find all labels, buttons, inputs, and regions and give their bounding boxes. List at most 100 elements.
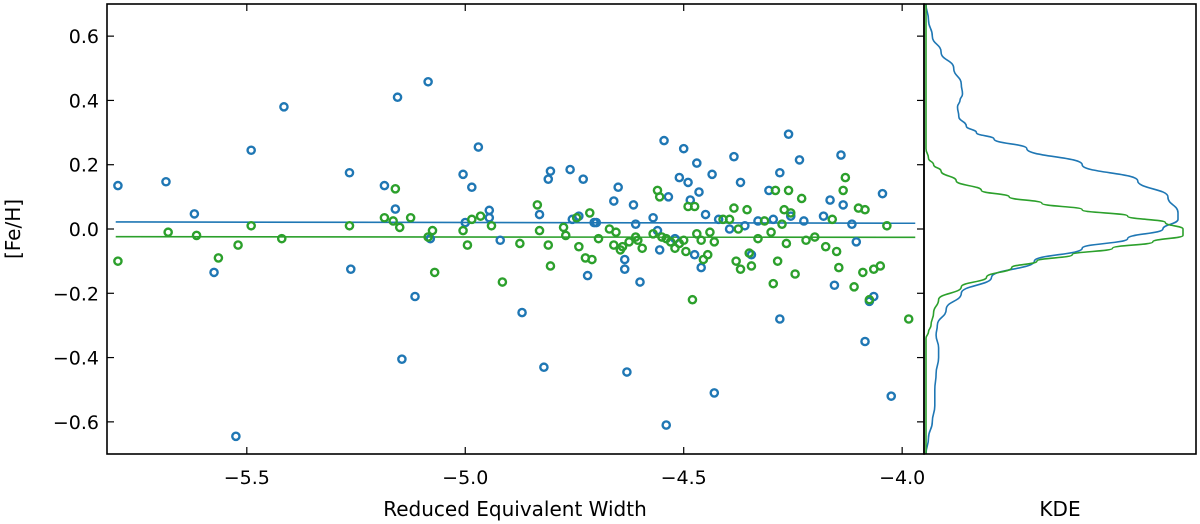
y-tick-label: −0.6 (53, 412, 99, 434)
blue-point (799, 216, 809, 226)
green-point (785, 208, 796, 218)
green-point (702, 249, 713, 260)
blue-point (678, 143, 689, 154)
green-point (587, 254, 597, 265)
scatter-panel: −5.5 −5.0 −4.5 −4.0 0.6 0.4 0.2 0.0 −0.2 −0.4 −0.6 (53, 3, 925, 489)
blue-point (829, 280, 840, 291)
blue-point (663, 192, 674, 202)
green-point (696, 235, 706, 246)
green-point (388, 216, 398, 226)
green-point (777, 219, 787, 229)
blue-point (724, 224, 735, 234)
green-point (637, 243, 648, 254)
green-point (545, 261, 556, 271)
blue-point (775, 167, 785, 178)
blue-point (729, 151, 739, 162)
blue-point (495, 235, 506, 246)
green-point (574, 241, 584, 252)
blue-point (661, 420, 672, 430)
green-point (796, 193, 807, 204)
y-tick-label: −0.4 (53, 348, 99, 370)
green-point (801, 235, 811, 246)
blue-point (613, 182, 623, 193)
kde-frame (923, 3, 1197, 455)
green-point (759, 216, 770, 226)
green-point (113, 256, 123, 266)
blue-point (231, 431, 241, 442)
green-point (532, 200, 543, 210)
x-tick-label: −4.0 (879, 467, 925, 489)
green-point (768, 278, 779, 289)
blue-point (700, 209, 711, 220)
blue-point (886, 391, 897, 401)
blue-point (628, 200, 639, 210)
green-point (405, 212, 416, 223)
green-point (753, 233, 763, 244)
blue-point (825, 195, 835, 205)
green-point (882, 220, 892, 231)
green-point (783, 185, 794, 196)
green-point (497, 277, 508, 287)
y-tick-label: 0.0 (69, 219, 99, 241)
green-point (731, 256, 741, 266)
green-point (746, 261, 757, 271)
blue-point (694, 187, 704, 197)
blue-point (484, 205, 495, 216)
y-tick-label: 0.6 (69, 26, 99, 48)
blue-point (344, 167, 355, 178)
green-point (475, 211, 486, 221)
blue-point (851, 237, 862, 247)
blue-point (619, 254, 630, 265)
blue-point (707, 169, 717, 180)
green-point (609, 240, 619, 250)
green-point (790, 269, 800, 279)
blue-point (473, 142, 484, 152)
green-point (163, 227, 173, 238)
blue-point (659, 135, 669, 146)
scatter-points (113, 76, 914, 442)
green-kde-curve (925, 4, 1184, 454)
green-point (709, 237, 720, 247)
green-point (571, 212, 582, 223)
blue-point (534, 209, 545, 220)
green-point (770, 185, 781, 196)
green-point (903, 314, 914, 324)
green-point (858, 267, 868, 278)
blue-point (838, 200, 848, 210)
blue-point (683, 177, 693, 188)
green-fit-line (115, 235, 916, 239)
blue-point (423, 76, 433, 87)
green-point (486, 220, 497, 231)
blue-point (397, 354, 407, 364)
blue-point (877, 188, 888, 199)
blue-point (674, 172, 685, 183)
green-point (467, 214, 477, 225)
blue-point (783, 129, 794, 139)
blue-point (565, 164, 575, 175)
green-point (633, 235, 643, 246)
green-point (543, 240, 554, 250)
blue-point (609, 196, 619, 206)
blue-point (517, 307, 527, 318)
blue-point (768, 214, 779, 225)
green-point (515, 238, 525, 249)
green-point (429, 267, 440, 278)
blue-point (775, 314, 785, 324)
green-point (729, 203, 739, 213)
green-point (689, 201, 700, 212)
y-tick-label: −0.2 (53, 283, 99, 305)
blue-point (709, 388, 720, 398)
blue-point (619, 264, 630, 274)
blue-point (630, 219, 641, 229)
green-point (427, 225, 438, 236)
green-point (875, 261, 886, 271)
blue-point (578, 174, 589, 184)
green-point (864, 294, 875, 305)
green-point (648, 229, 658, 239)
blue-point (279, 102, 289, 112)
blue-point (467, 182, 477, 193)
x-tick-label: −5.5 (224, 467, 270, 489)
blue-point (692, 158, 702, 168)
green-point (458, 225, 468, 236)
